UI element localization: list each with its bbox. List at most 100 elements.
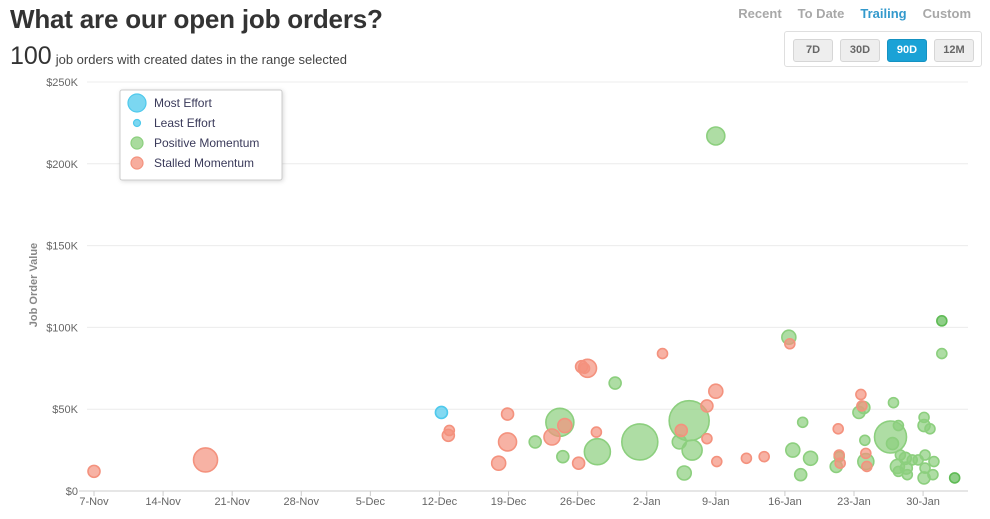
legend-box <box>119 89 283 181</box>
x-tick-label: 26-Dec <box>560 496 596 508</box>
data-points <box>87 126 961 485</box>
x-tick-label: 19-Dec <box>491 496 527 508</box>
data-point <box>590 426 603 438</box>
legend: Most Effort Least Effort Positive Momentum… <box>119 89 283 181</box>
tab-recent[interactable]: Recent <box>738 6 782 21</box>
data-point <box>936 347 948 360</box>
tab-to-date[interactable]: To Date <box>797 6 845 21</box>
data-point <box>856 400 868 412</box>
data-point <box>671 434 688 450</box>
data-point <box>793 467 808 482</box>
legend-marker <box>130 136 144 150</box>
data-point <box>924 423 936 435</box>
x-tick-label: 16-Jan <box>768 496 802 508</box>
data-point <box>834 457 846 469</box>
data-point <box>885 436 900 451</box>
data-point <box>500 407 515 421</box>
data-point <box>583 437 612 466</box>
data-point <box>700 399 714 413</box>
x-tick-label: 2-Jan <box>633 496 661 508</box>
page-subtitle: 100 job orders with created dates in the … <box>10 42 347 71</box>
data-point <box>710 455 723 468</box>
y-tick-label: $250K <box>46 77 78 89</box>
data-point <box>192 447 219 473</box>
x-tick-label: 23-Jan <box>837 496 871 508</box>
axes: $0 $50K $100K $150K $200K $250K 7-Nov 14-Nov 21-… <box>46 77 968 508</box>
period-90d-button[interactable]: 90D <box>887 39 927 62</box>
data-point <box>528 435 542 449</box>
data-point <box>490 455 507 471</box>
legend-label: Stalled Momentum <box>154 156 254 170</box>
x-tick-label: 7-Nov <box>79 496 109 508</box>
legend-marker <box>130 156 144 170</box>
data-point <box>543 428 561 446</box>
data-point <box>621 423 659 461</box>
y-tick-label: $200K <box>46 159 78 171</box>
x-tick-label: 28-Nov <box>284 496 320 508</box>
data-point <box>832 423 844 435</box>
data-point <box>497 432 518 452</box>
tab-trailing[interactable]: Trailing <box>860 6 907 21</box>
data-point <box>656 347 669 360</box>
data-point <box>608 376 622 390</box>
data-point <box>927 468 939 481</box>
x-tick-label: 12-Dec <box>422 496 458 508</box>
period-12m-button[interactable]: 12M <box>934 39 974 62</box>
legend-label: Positive Momentum <box>154 136 259 150</box>
data-point <box>892 419 905 432</box>
data-point <box>860 447 872 460</box>
range-tabs: Recent To Date Trailing Custom <box>738 6 971 21</box>
y-tick-label: $0 <box>66 486 78 498</box>
data-point <box>928 455 940 468</box>
grid-lines <box>87 81 968 410</box>
x-tick-label: 21-Nov <box>214 496 250 508</box>
data-point <box>740 452 753 465</box>
data-point <box>784 442 801 458</box>
data-point <box>758 450 770 463</box>
data-point <box>578 362 591 375</box>
data-point <box>556 449 570 464</box>
data-point <box>936 315 948 327</box>
legend-marker <box>132 118 142 128</box>
period-7d-button[interactable]: 7D <box>793 39 833 62</box>
data-point <box>676 465 693 481</box>
data-point <box>861 460 873 473</box>
x-tick-label: 30-Jan <box>906 496 940 508</box>
y-tick-label: $50K <box>52 404 78 416</box>
legend-label: Least Effort <box>154 116 216 130</box>
page-title: What are our open job orders? <box>10 4 383 34</box>
data-point <box>701 432 713 445</box>
data-point <box>441 428 456 443</box>
period-30d-button[interactable]: 30D <box>840 39 880 62</box>
data-point <box>802 450 819 467</box>
tab-custom[interactable]: Custom <box>922 6 971 21</box>
data-point <box>708 383 724 400</box>
x-tick-label: 14-Nov <box>145 496 181 508</box>
data-point <box>859 434 871 447</box>
data-point <box>674 423 689 438</box>
period-selector: 7D 30D 90D 12M <box>784 31 982 67</box>
x-tick-label: 9-Jan <box>702 496 730 508</box>
legend-label: Most Effort <box>154 96 212 110</box>
data-point <box>706 126 726 146</box>
data-point <box>901 468 914 481</box>
data-point <box>87 464 101 479</box>
legend-marker <box>127 93 147 113</box>
data-point <box>796 416 809 429</box>
job-order-count: 100 <box>10 42 52 70</box>
data-point <box>681 439 703 461</box>
data-point <box>887 396 900 409</box>
y-axis-label: Job Order Value <box>28 243 40 327</box>
data-point <box>784 337 796 350</box>
y-tick-label: $100K <box>46 322 78 334</box>
data-point <box>571 456 586 470</box>
data-point <box>855 388 867 401</box>
subtitle-text: job orders with created dates in the ran… <box>55 52 347 67</box>
data-point <box>919 449 931 461</box>
data-point <box>948 472 961 484</box>
y-tick-label: $150K <box>46 241 78 253</box>
data-point <box>434 405 449 420</box>
data-point <box>556 417 573 434</box>
x-tick-label: 5-Dec <box>356 496 386 508</box>
